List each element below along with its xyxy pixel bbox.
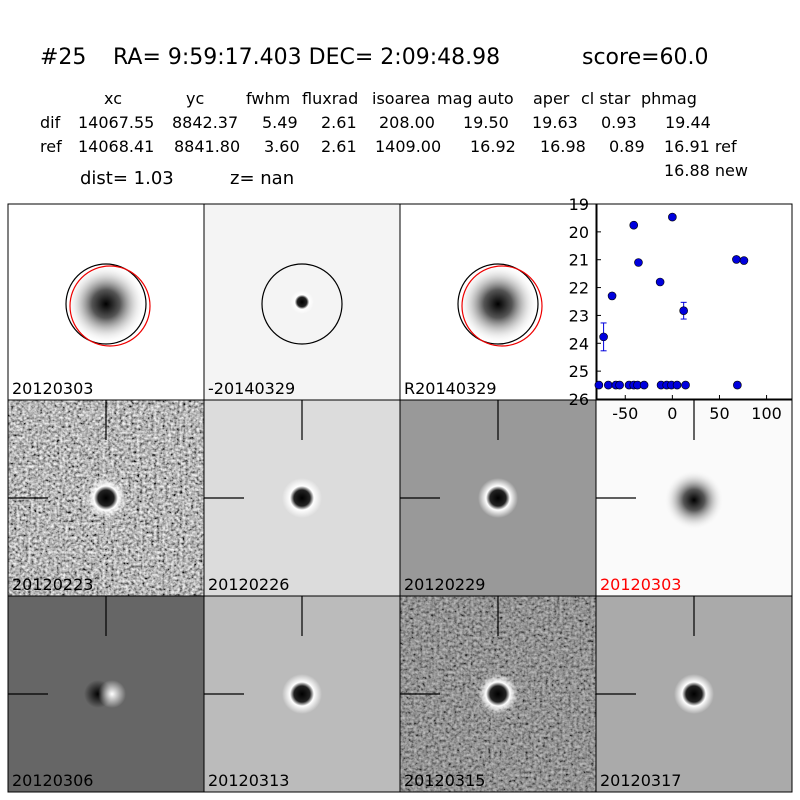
y-tick-label: 23	[569, 306, 589, 325]
column-header: aper	[533, 89, 570, 108]
column-header: xc	[104, 89, 122, 108]
source-blob	[478, 674, 518, 714]
table-cell: 14067.55	[78, 113, 154, 132]
source-blob	[458, 264, 538, 344]
coordinates: RA= 9:59:17.403 DEC= 2:09:48.98	[113, 45, 500, 70]
source-blob	[290, 290, 314, 314]
column-header: isoarea	[372, 89, 430, 108]
target-id: #25	[40, 45, 86, 70]
x-tick-label: -50	[612, 404, 638, 423]
source-blob	[86, 478, 126, 518]
data-point	[739, 256, 749, 265]
score: score=60.0	[582, 45, 709, 70]
panel-label: 20120303	[600, 575, 681, 594]
panel-label: 20120229	[404, 575, 485, 594]
table-cell: 14068.41	[78, 137, 154, 156]
panel-label: 20120315	[404, 771, 485, 790]
aperture-circle	[261, 263, 343, 345]
panel-label: 20120317	[600, 771, 681, 790]
table-cell: 0.93	[601, 113, 637, 132]
aperture-circle-ref	[69, 265, 151, 347]
source-blob	[66, 264, 146, 344]
column-header: mag auto	[437, 89, 514, 108]
phmag-new: 16.88 new	[664, 161, 748, 180]
plot-area	[596, 203, 793, 400]
panel-label: 20120223	[12, 575, 93, 594]
table-cell: 8842.37	[172, 113, 238, 132]
x-tick-label: 50	[709, 404, 729, 423]
y-tick-label: 22	[569, 279, 589, 298]
panel-frame	[595, 595, 793, 793]
aperture-circle-ref	[461, 265, 543, 347]
source-blob	[674, 674, 714, 714]
column-header: fwhm	[246, 89, 290, 108]
column-header: fluxrad	[302, 89, 358, 108]
table-cell: 16.91 ref	[664, 137, 737, 156]
row-label: dif	[40, 113, 61, 132]
data-point	[679, 306, 688, 315]
source-blob	[282, 478, 322, 518]
data-point	[732, 255, 741, 264]
data-point	[733, 380, 742, 390]
table-cell: 1409.00	[375, 137, 441, 156]
x-tick-label: 0	[667, 404, 677, 423]
aperture-circle	[457, 263, 539, 345]
y-tick-label: 24	[569, 334, 589, 353]
row-label: ref	[40, 137, 62, 156]
data-point	[615, 380, 624, 390]
data-point	[607, 291, 617, 301]
data-point	[655, 277, 665, 287]
data-point	[604, 380, 613, 390]
panel-label: 20120313	[208, 771, 289, 790]
aperture-circle	[65, 263, 147, 345]
data-point	[634, 258, 643, 267]
data-point	[594, 380, 604, 390]
panel-label: 20120303	[12, 379, 93, 398]
table-cell: 2.61	[321, 113, 357, 132]
data-point	[681, 380, 690, 390]
y-tick-label: 21	[569, 251, 589, 270]
y-tick-label: 26	[569, 390, 589, 409]
panel-label: 20120226	[208, 575, 289, 594]
panel-label: R20140329	[404, 379, 497, 398]
table-cell: 19.44	[665, 113, 711, 132]
table-cell: 2.61	[321, 137, 357, 156]
panel-label: -20140329	[208, 379, 295, 398]
table-cell: 0.89	[609, 137, 645, 156]
y-tick-label: 19	[569, 195, 589, 214]
table-cell: 8841.80	[174, 137, 240, 156]
source-blob	[282, 674, 322, 714]
source-light	[98, 680, 126, 708]
table-cell: 16.98	[540, 137, 586, 156]
column-header: phmag	[641, 89, 697, 108]
data-point	[672, 380, 682, 390]
data-point	[629, 220, 639, 230]
source-blob	[478, 478, 518, 518]
table-cell: 19.50	[463, 113, 509, 132]
panel-label: 20120306	[12, 771, 93, 790]
column-header: yc	[186, 89, 204, 108]
table-cell: 5.49	[262, 113, 298, 132]
source-blob	[664, 470, 724, 530]
table-cell: 3.60	[264, 137, 300, 156]
table-cell: 19.63	[532, 113, 578, 132]
table-cell: 208.00	[379, 113, 435, 132]
y-tick-label: 25	[569, 362, 589, 381]
column-header: cl star	[581, 89, 631, 108]
data-point	[668, 212, 677, 222]
table-cell: 16.92	[470, 137, 516, 156]
x-tick-label: 100	[751, 404, 782, 423]
y-tick-label: 20	[569, 223, 589, 242]
data-point	[599, 332, 608, 342]
data-point	[639, 380, 649, 390]
redshift: z= nan	[230, 168, 294, 189]
distance: dist= 1.03	[80, 168, 174, 189]
